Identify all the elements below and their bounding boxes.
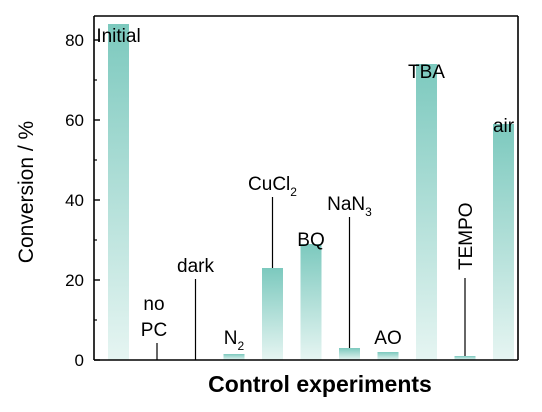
y-axis-title: Conversion / % xyxy=(15,121,38,263)
bar-tempo xyxy=(454,356,476,360)
y-tick-label-20: 20 xyxy=(65,271,84,290)
bar-label-bq: BQ xyxy=(297,230,324,251)
y-tick-label-80: 80 xyxy=(65,31,84,50)
x-axis-title: Control experiments xyxy=(208,371,432,397)
bar-air xyxy=(493,124,514,360)
bar-label-cucl2: CuCl2 xyxy=(248,174,297,199)
bar-initial xyxy=(108,24,129,360)
bar-bq xyxy=(300,244,322,360)
y-tick-label-60: 60 xyxy=(65,111,84,130)
bar-label-no-pc-line2: PC xyxy=(141,320,167,341)
bar-label-initial: Initial xyxy=(96,26,140,47)
bar-label-dark: dark xyxy=(177,256,214,277)
y-tick-label-0: 0 xyxy=(75,351,84,370)
bar-label-air: air xyxy=(493,116,515,137)
bar-ao xyxy=(377,352,399,360)
bar-label-tempo: TEMPO xyxy=(456,202,477,270)
bar-nan3 xyxy=(339,348,360,360)
bar-label-no-pc-line1: no xyxy=(143,294,164,315)
bar-label-tba: TBA xyxy=(408,62,445,83)
y-tick-label-40: 40 xyxy=(65,191,84,210)
bar-cucl2 xyxy=(262,268,283,360)
bar-label-nan3: NaN3 xyxy=(327,194,372,219)
bar-n2 xyxy=(223,354,245,360)
bar-label-n2: N2 xyxy=(224,328,245,353)
bar-label-ao: AO xyxy=(374,328,401,349)
bar-tba xyxy=(416,64,437,360)
